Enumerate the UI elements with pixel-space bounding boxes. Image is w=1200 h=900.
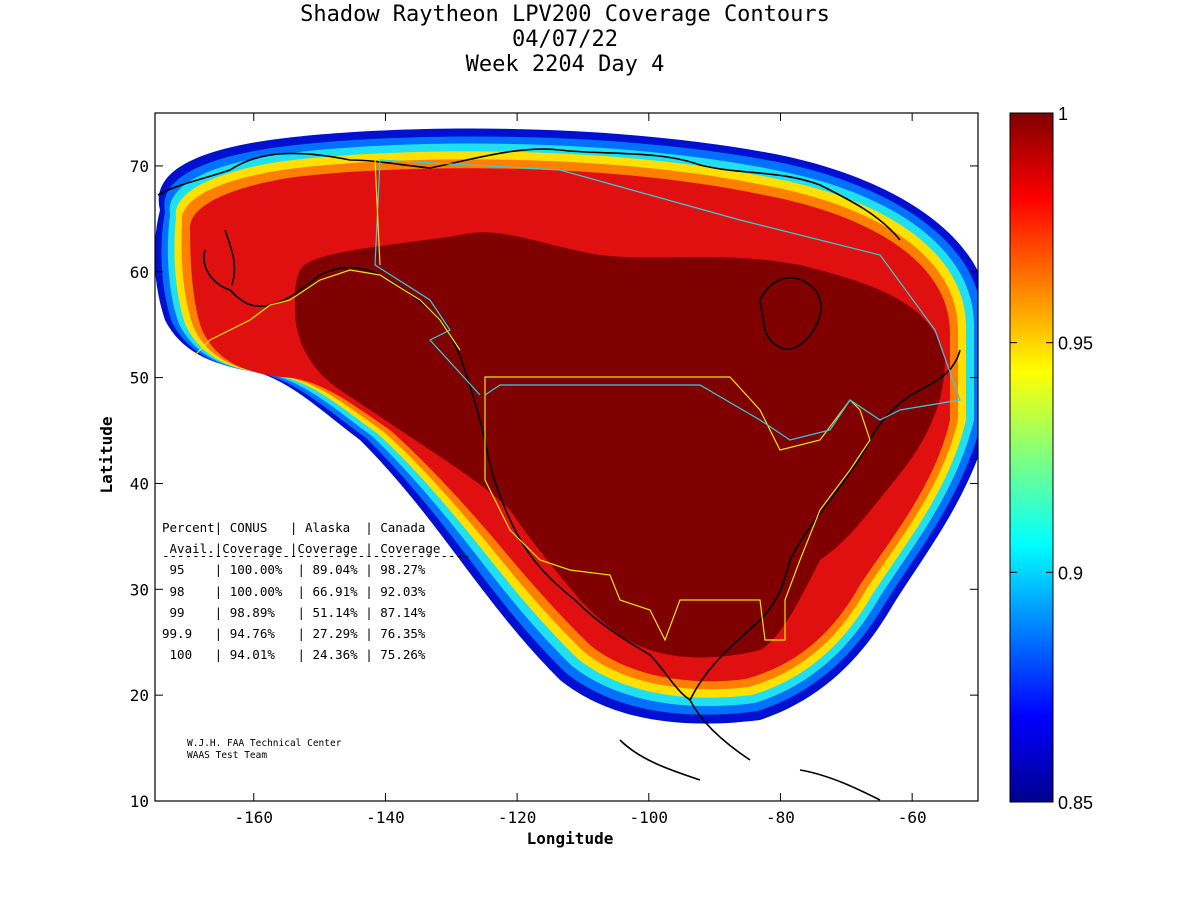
y-tick-label: 70: [130, 157, 149, 176]
colorbar-tick-label: 1: [1058, 104, 1068, 124]
stats-divider: ----------------------------------------…: [162, 553, 471, 559]
stats-row: 95 | 100.00% | 89.04% | 98.27%: [162, 562, 426, 578]
stats-row: 99 | 98.89% | 51.14% | 87.14%: [162, 604, 426, 620]
x-tick-label: -120: [498, 808, 537, 827]
x-tick-label: -60: [898, 808, 927, 827]
stats-row: 98 | 100.00% | 66.91% | 92.03%: [162, 583, 426, 599]
stats-header-1: Percent| CONUS | Alaska | Canada: [162, 520, 426, 535]
coverage-stats-table: Percent| CONUS | Alaska | Canada Avail.|…: [162, 517, 471, 665]
y-tick-label: 30: [130, 580, 149, 599]
contour-100: [295, 232, 945, 658]
colorbar-tick-label: 0.85: [1058, 793, 1093, 813]
x-axis-label: Longitude: [527, 829, 614, 848]
y-tick-label: 10: [130, 792, 149, 811]
colorbar: [1009, 112, 1054, 803]
credit-block: W.J.H. FAA Technical Center WAAS Test Tea…: [187, 738, 341, 762]
chart-title: Shadow Raytheon LPV200 Coverage Contours: [300, 2, 830, 27]
colorbar-tick-label: 0.95: [1058, 334, 1093, 354]
x-tick-label: -100: [630, 808, 669, 827]
y-tick-label: 40: [130, 474, 149, 493]
axis-ticks: -160 -140 -120 -100 -80 -60 70 60 50 40 30 20 10: [130, 113, 978, 827]
y-axis-label: Latitude: [97, 416, 116, 493]
x-tick-label: -80: [766, 808, 795, 827]
chart-week: Week 2204 Day 4: [465, 52, 665, 77]
stats-header-2: Avail.|Coverage |Coverage | Coverage: [162, 541, 441, 557]
y-tick-label: 60: [130, 263, 149, 282]
x-tick-label: -160: [234, 808, 273, 827]
x-tick-label: -140: [366, 808, 405, 827]
colorbar-ticks: 1 0.95 0.9 0.85: [1010, 104, 1093, 813]
service-boundaries: [194, 159, 961, 642]
credit-line-2: WAAS Test Team: [187, 750, 268, 761]
colorbar-tick-label: 0.9: [1058, 563, 1083, 583]
y-tick-label: 20: [130, 686, 149, 705]
stats-row: 99.9 | 94.76% | 27.29% | 76.35%: [162, 626, 426, 642]
plot-frame: [154, 112, 979, 802]
y-tick-label: 50: [130, 369, 149, 388]
stats-row: 100 | 94.01% | 24.36% | 75.26%: [162, 647, 426, 663]
credit-line-1: W.J.H. FAA Technical Center: [187, 738, 342, 749]
chart-date: 04/07/22: [512, 27, 618, 52]
